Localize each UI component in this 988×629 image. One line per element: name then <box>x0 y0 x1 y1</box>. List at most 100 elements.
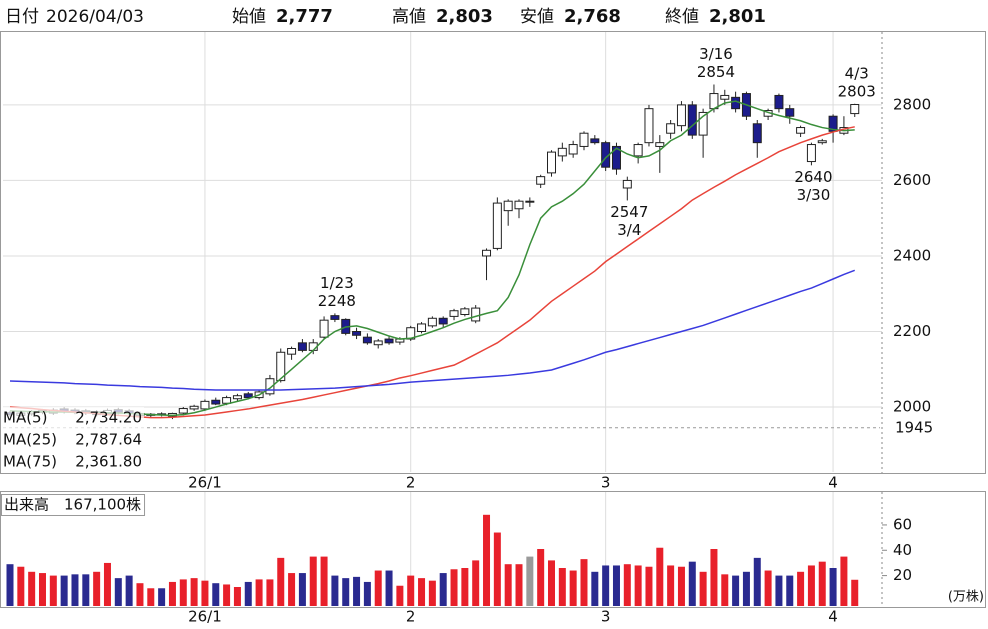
volume-bar <box>840 556 848 606</box>
volume-bar <box>786 575 794 606</box>
x-tick-label: 3 <box>601 474 611 492</box>
volume-bar <box>493 532 501 606</box>
volume-bar <box>656 547 664 606</box>
price-frame <box>0 31 986 474</box>
candle-body <box>622 179 632 189</box>
candle-body <box>330 315 340 320</box>
annotation-value: 2248 <box>318 292 356 310</box>
volume-bar <box>851 579 859 606</box>
volume-bar <box>645 566 653 606</box>
volume-bar <box>461 568 469 606</box>
x-tick-label: 26/1 <box>188 608 222 626</box>
y-tick-label: 20 <box>893 566 912 584</box>
y-tick-label: 2800 <box>893 95 931 113</box>
volume-bar <box>753 557 761 606</box>
volume-bar <box>49 575 57 606</box>
volume-bar <box>158 588 166 606</box>
volume-bar <box>537 549 545 606</box>
volume-bar <box>353 576 361 606</box>
volume-bar <box>580 559 588 606</box>
volume-bar <box>255 579 263 606</box>
volume-bar <box>212 583 220 606</box>
legend-name: MA(75) <box>3 453 57 471</box>
volume-bar <box>6 564 14 606</box>
volume-bar <box>331 575 339 606</box>
date: 2026/04/03 <box>46 7 144 27</box>
legend-name: MA(5) <box>3 409 47 427</box>
candle-body <box>211 399 221 405</box>
annotation-date: 4/3 <box>845 64 869 82</box>
volume-bar <box>439 573 447 606</box>
volume-bar <box>60 575 68 606</box>
volume-bar <box>233 587 241 606</box>
candle-body <box>471 307 481 322</box>
volume-bar <box>634 565 642 606</box>
x-tick-label: 2 <box>406 608 416 626</box>
volume-bar <box>147 588 155 606</box>
legend-value: 2,787.64 <box>75 431 142 449</box>
volume-bar <box>742 571 750 606</box>
y-tick-label: 40 <box>893 541 912 559</box>
field-value: 2,777 <box>276 6 333 27</box>
candle-body <box>417 323 427 333</box>
volume-bar <box>602 565 610 606</box>
x-tick-label: 4 <box>828 474 838 492</box>
volume-bar <box>450 569 458 606</box>
volume-bar <box>342 578 350 606</box>
volume-bar <box>363 581 371 606</box>
x-tick-label: 2 <box>406 474 416 492</box>
volume-bar <box>407 575 415 606</box>
ma-line <box>9 126 855 419</box>
candle-body <box>666 123 676 134</box>
volume-bar <box>775 575 783 606</box>
y-tick-label: 2000 <box>893 398 931 416</box>
annotation-value: 2547 <box>610 203 648 221</box>
candle-body <box>232 395 242 400</box>
volume-bar <box>298 573 306 606</box>
candle-body <box>276 351 286 382</box>
candle-body <box>579 132 589 147</box>
volume-bar <box>483 514 491 606</box>
x-tick-label: 3 <box>601 608 611 626</box>
annotation-value: 2854 <box>697 63 735 81</box>
volume-bar <box>320 556 328 606</box>
volume-bar <box>688 561 696 606</box>
candle-body <box>557 147 567 157</box>
candle-body <box>611 145 621 170</box>
candle-body <box>503 200 513 212</box>
candle-body <box>731 96 741 110</box>
candle-body <box>806 144 816 163</box>
candle-body <box>644 108 654 144</box>
legend-value: 2,361.80 <box>75 453 142 471</box>
y-tick-label: 2400 <box>893 246 931 264</box>
volume-bar <box>732 575 740 606</box>
candle-body <box>449 310 459 317</box>
volume-bar <box>548 560 555 606</box>
field-value: 2,768 <box>564 6 621 27</box>
volume-bar <box>472 560 480 606</box>
candle-body <box>287 347 297 355</box>
volume-bar <box>223 584 231 606</box>
candle-body <box>352 331 362 336</box>
candle-body <box>460 308 470 316</box>
candle-body <box>590 138 600 144</box>
volume-bar <box>190 578 198 606</box>
candle-body <box>362 336 372 344</box>
candle-body <box>752 123 762 144</box>
candle-body <box>633 144 643 157</box>
volume-bar <box>807 565 815 606</box>
volume-bar <box>114 578 122 606</box>
candle-body <box>222 397 232 404</box>
field-label: 終値 <box>665 7 699 27</box>
volume-bar <box>515 564 523 606</box>
unit-label: (万株) <box>948 590 984 605</box>
candle-body <box>427 317 437 327</box>
x-tick-label: 26/1 <box>188 474 222 492</box>
candle-body <box>525 200 535 203</box>
volume-bar <box>17 566 25 606</box>
annotation-value: 2640 <box>794 168 832 186</box>
candle-body <box>720 94 730 100</box>
volume-bar <box>612 565 620 606</box>
volume-bar <box>721 574 729 606</box>
